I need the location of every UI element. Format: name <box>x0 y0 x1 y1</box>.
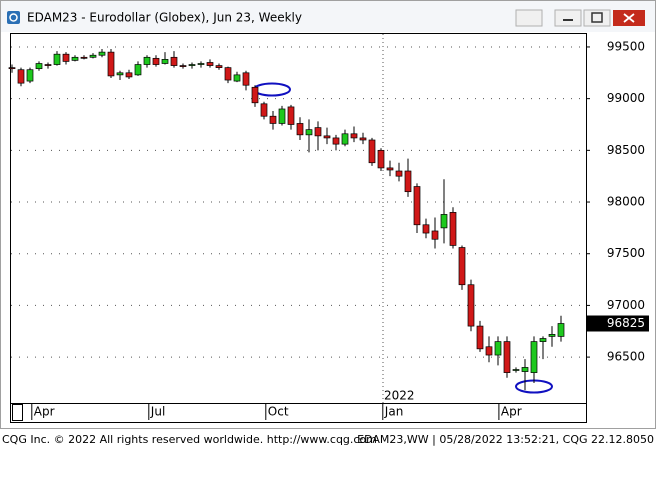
candle-body <box>125 72 133 78</box>
candle-body <box>521 367 529 372</box>
candle-body <box>503 341 511 373</box>
candle-body <box>530 341 538 373</box>
y-tick-label: 99500 <box>607 39 645 53</box>
candle-body <box>512 369 520 371</box>
candle-body <box>548 334 556 337</box>
candle-body <box>467 284 475 327</box>
candle-body <box>206 62 214 66</box>
candle-body <box>62 53 70 62</box>
x-tick-label: Jan <box>384 405 404 419</box>
candle-body <box>404 170 412 193</box>
candle-body <box>314 127 322 137</box>
candle-body <box>395 170 403 177</box>
plot-area <box>10 33 587 404</box>
last-price-label: 96825 <box>607 316 645 330</box>
app-icon <box>7 11 20 24</box>
candle-body <box>485 346 493 356</box>
app-icon-glyph <box>9 13 18 22</box>
candle-body <box>17 69 25 84</box>
footer-left: CQG Inc. © 2022 All rights reserved worl… <box>2 433 377 446</box>
candle-body <box>152 57 160 65</box>
candle-body <box>8 67 16 70</box>
year-label: 2022 <box>384 389 415 403</box>
candle-body <box>449 212 457 246</box>
candle-body <box>350 133 358 139</box>
candle-body <box>116 72 124 76</box>
minimize-button[interactable] <box>554 9 582 27</box>
candle-body <box>386 167 394 171</box>
candle-body <box>26 69 34 82</box>
candle-body <box>170 56 178 66</box>
candle-body <box>557 323 565 337</box>
candle-body <box>278 108 286 124</box>
candle-body <box>161 59 169 64</box>
y-tick-label: 99000 <box>607 91 645 105</box>
candle-body <box>269 115 277 124</box>
scroll-box[interactable] <box>12 404 23 421</box>
candle-body <box>44 64 52 66</box>
window-title: EDAM23 - Eurodollar (Globex), Jun 23, We… <box>27 11 302 25</box>
candle-body <box>80 56 88 59</box>
candle-body <box>440 214 448 229</box>
candle-body <box>260 103 268 117</box>
maximize-glyph <box>591 12 603 23</box>
candle-body <box>296 123 304 136</box>
candle-body <box>413 186 421 226</box>
candle-body <box>197 63 205 65</box>
x-tick-label: Oct <box>268 405 289 419</box>
x-tick-label: Apr <box>501 405 522 419</box>
candle-body <box>323 135 331 139</box>
candle-body <box>242 72 250 86</box>
candle-body <box>359 137 367 141</box>
candle-body <box>188 64 196 66</box>
candle-body <box>71 56 79 61</box>
candle-body <box>305 129 313 136</box>
candle-body <box>35 63 43 70</box>
close-glyph <box>623 13 635 23</box>
time-axis <box>10 403 587 423</box>
y-tick-label: 98500 <box>607 143 645 157</box>
x-tick-label: Jul <box>150 405 165 419</box>
candle-body <box>368 139 376 164</box>
title-bar <box>1 1 655 32</box>
footer-right: EDAM23,WW | 05/28/2022 13:52:21, CQG 22.… <box>357 433 654 446</box>
candle-body <box>143 56 151 65</box>
last-price-box <box>587 315 649 332</box>
y-tick-label: 97500 <box>607 246 645 260</box>
candle-body <box>224 67 232 81</box>
y-tick-label: 98000 <box>607 195 645 209</box>
candle-body <box>215 65 223 68</box>
link-button[interactable] <box>515 9 543 27</box>
candle-body <box>287 106 295 125</box>
y-tick-label: 97000 <box>607 298 645 312</box>
candle-body <box>539 338 547 342</box>
x-tick-label: Apr <box>34 405 55 419</box>
candle-body <box>431 230 439 240</box>
candle-body <box>134 64 142 76</box>
candle-body <box>98 51 106 56</box>
candle-body <box>89 54 97 58</box>
maximize-button[interactable] <box>583 9 611 27</box>
candle-body <box>332 137 340 145</box>
y-tick-label: 96500 <box>607 350 645 364</box>
candle-body <box>53 53 61 65</box>
candle-body <box>251 86 259 104</box>
candle-body <box>179 65 187 67</box>
candle-body <box>341 133 349 145</box>
candle-body <box>377 149 385 169</box>
candle-body <box>107 51 115 77</box>
candle-body <box>422 224 430 234</box>
candle-body <box>476 325 484 350</box>
candle-body <box>494 341 502 356</box>
candle-body <box>458 247 466 286</box>
candle-body <box>233 74 241 82</box>
